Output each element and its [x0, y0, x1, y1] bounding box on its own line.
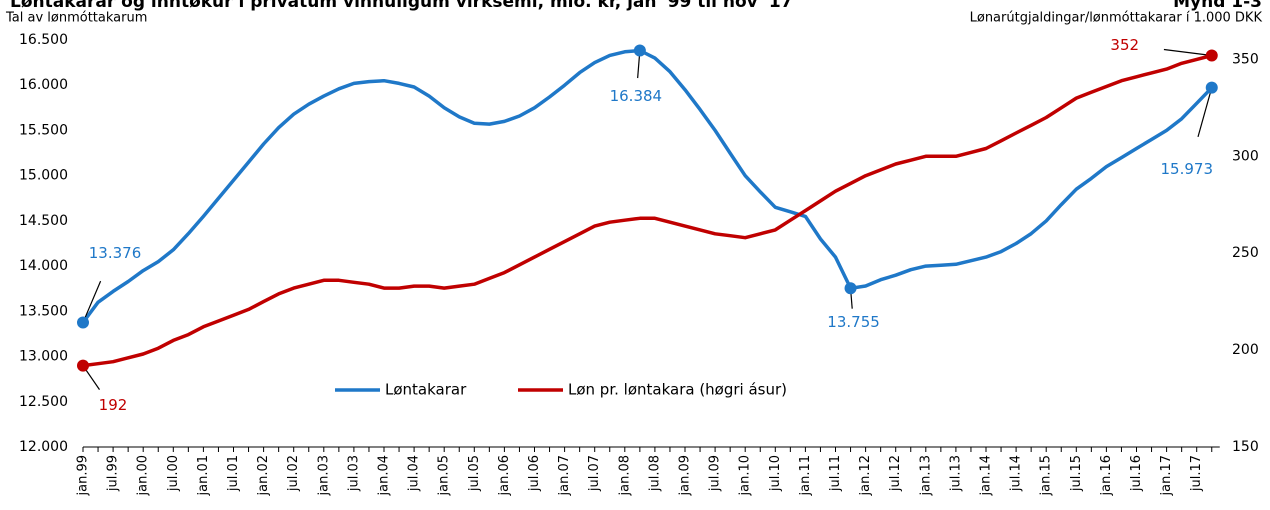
y-axis-label: Tal av lønmóttakarum — [5, 11, 147, 26]
y-tick-label: 13.500 — [19, 303, 68, 319]
x-tick-label: jan.15 — [1039, 455, 1054, 497]
y-tick-label: 16.500 — [19, 32, 68, 48]
y2-tick-label: 150 — [1232, 439, 1259, 455]
x-tick-label: jan.05 — [437, 455, 452, 497]
y-tick-label: 15.500 — [19, 122, 68, 138]
leader-line — [1197, 87, 1213, 138]
figure-label: Mynd 1-3 — [1173, 0, 1262, 12]
x-tick-label: jul.09 — [708, 455, 723, 492]
data-point — [1205, 81, 1218, 94]
y-tick-label: 16.000 — [19, 77, 68, 93]
data-point — [844, 282, 857, 295]
x-tick-label: jan.08 — [617, 455, 632, 497]
x-tick-label: jul.00 — [166, 455, 181, 492]
x-tick-label: jul.17 — [1189, 455, 1204, 492]
x-tick-label: jul.06 — [527, 455, 542, 492]
x-tick-label: jan.10 — [738, 455, 753, 497]
y-tick-label: 15.000 — [19, 168, 68, 184]
legend-label: Løntakarar — [385, 381, 467, 399]
x-tick-label: jan.09 — [678, 455, 693, 497]
x-tick-label: jan.17 — [1159, 455, 1174, 497]
x-tick-label: jan.14 — [979, 455, 994, 497]
x-tick-label: jan.13 — [918, 455, 933, 497]
data-label: 13.376 — [89, 244, 142, 262]
leader-line — [1163, 48, 1212, 57]
x-tick-label: jul.12 — [888, 455, 903, 492]
y-tick-label: 12.000 — [19, 439, 68, 455]
y-tick-label: 14.000 — [19, 258, 68, 274]
x-tick-label: jan.04 — [377, 455, 392, 497]
y2-tick-label: 300 — [1232, 148, 1259, 164]
x-tick-label: jul.05 — [467, 455, 482, 492]
x-tick-label: jul.10 — [768, 455, 783, 492]
x-tick-label: jan.02 — [256, 455, 271, 497]
data-point — [77, 359, 89, 372]
chart-title: Løntakarar og inntøkur í privatum vinnul… — [10, 0, 793, 12]
x-tick-label: jan.16 — [1099, 455, 1114, 497]
data-label: 192 — [99, 396, 128, 414]
x-tick-label: jan.07 — [557, 455, 572, 497]
x-tick-label: jul.16 — [1129, 455, 1144, 492]
data-label: 13.755 — [827, 313, 880, 331]
x-tick-label: jul.11 — [828, 455, 843, 492]
y2-tick-label: 350 — [1232, 51, 1259, 67]
x-tick-label: jan.01 — [196, 455, 211, 497]
x-tick-label: jan.03 — [316, 455, 331, 497]
data-point — [633, 44, 646, 57]
data-label: 352 — [1110, 36, 1139, 54]
x-tick-label: jul.99 — [106, 455, 121, 492]
y2-tick-label: 200 — [1232, 342, 1259, 358]
line-series — [82, 53, 1213, 368]
x-tick-label: jul.13 — [948, 455, 963, 492]
x-tick-label: jul.07 — [587, 455, 602, 492]
x-tick-label: jul.14 — [1009, 455, 1024, 492]
x-tick-label: jul.03 — [346, 455, 361, 492]
y2-tick-label: 250 — [1232, 245, 1259, 261]
y-tick-label: 13.000 — [19, 349, 68, 365]
x-tick-label: jul.08 — [647, 455, 662, 492]
x-tick-label: jan.06 — [497, 455, 512, 497]
x-tick-label: jan.12 — [858, 455, 873, 497]
y-tick-label: 14.500 — [19, 213, 68, 229]
data-point — [77, 316, 89, 329]
data-point — [1205, 49, 1218, 62]
x-tick-label: jan.00 — [136, 455, 151, 497]
x-tick-label: jul.15 — [1069, 455, 1084, 492]
line-series — [81, 48, 1214, 324]
data-label: 15.973 — [1161, 160, 1214, 178]
x-tick-label: jan.11 — [798, 455, 813, 497]
x-tick-label: jul.02 — [286, 455, 301, 492]
y-tick-label: 12.500 — [19, 394, 68, 410]
x-tick-label: jul.04 — [407, 455, 422, 492]
data-label: 16.384 — [610, 87, 663, 105]
x-tick-label: jan.99 — [76, 455, 91, 497]
leader-line — [82, 280, 102, 323]
x-tick-label: jul.01 — [226, 455, 241, 492]
y2-axis-label: Lønarútgjaldingar/lønmóttakarar í 1.000 … — [970, 11, 1263, 26]
legend-label: Løn pr. løntakara (høgri ásur) — [568, 381, 787, 399]
